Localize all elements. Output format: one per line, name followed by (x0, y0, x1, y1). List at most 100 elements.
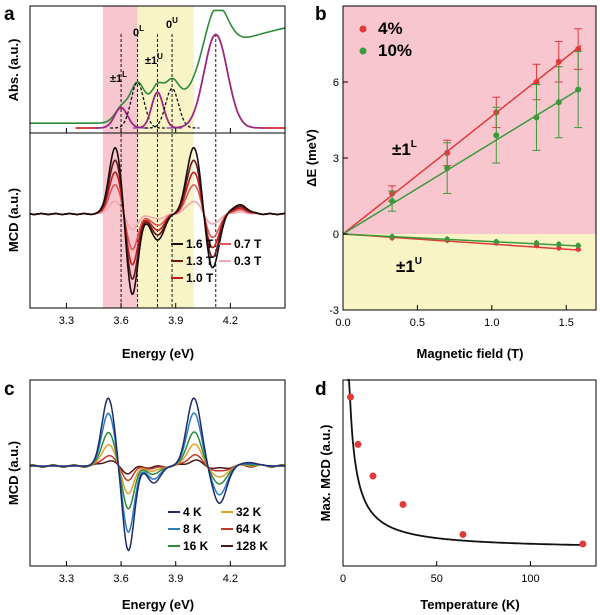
fit-upper-0 (342, 44, 582, 235)
lower-point-1-5 (575, 242, 581, 248)
c-legend-label-1: 32 K (236, 505, 262, 519)
b-ytick-label-3: 6 (333, 77, 339, 89)
panel-label-c: c (4, 379, 15, 400)
c-ticks: 3.3 3.6 3.9 4.2 (59, 561, 238, 585)
c-xtick-label-2: 3.9 (168, 573, 183, 585)
mcd-curves (29, 146, 285, 295)
lower-point-1-3 (533, 240, 540, 246)
c-legend-label-5: 128 K (236, 539, 268, 553)
lower-point-1-4 (556, 241, 562, 247)
lower-point-0-4 (556, 245, 562, 251)
x-ticks: 3.3 3.6 3.9 4.2 (59, 128, 238, 327)
ann-pm1U-sup: U (157, 52, 163, 61)
ann-pm1L: ±1 (110, 73, 122, 85)
label-pm1L-sup: L (411, 139, 417, 150)
point-1-0 (389, 198, 396, 205)
c-curves (29, 397, 286, 552)
mcd-ylabel: MCD (a.u.) (6, 188, 21, 252)
point-1-4 (555, 99, 562, 106)
peak-annotations: ±1L 0L ±1U 0U (110, 16, 178, 85)
c-xtick-label-3: 4.2 (223, 573, 238, 585)
point-1-3 (533, 114, 540, 121)
d-point-4 (459, 530, 467, 538)
label-pm1U-sup: U (415, 256, 422, 267)
lower-point-1-0 (389, 233, 395, 240)
abs-ylabel: Abs. (a.u.) (6, 39, 21, 102)
d-point-0 (346, 393, 354, 401)
c-legend-label-3: 64 K (236, 522, 262, 536)
panel-a: a 3.3 3.6 3.9 4.2 Abs. (a.u.) MCD (a.u.) En… (4, 4, 286, 361)
x-tick-label-2: 3.9 (168, 315, 183, 327)
svg-text:±1U: ±1U (145, 52, 163, 67)
b-ytick-label-1: 0 (333, 229, 339, 241)
point-0-4 (555, 58, 562, 65)
panel-label-b: b (315, 4, 327, 25)
legend-label-0: 1.6 T (186, 237, 214, 251)
svg-text:±1L: ±1L (110, 70, 127, 85)
c-legend: 4 K 32 K 8 K 64 K 16 K 128 K (168, 505, 268, 553)
d-xtick-label-1: 50 (431, 573, 443, 585)
c-xlabel: Energy (eV) (122, 597, 194, 612)
fit-lines (342, 44, 582, 251)
b-legend-marker-1 (359, 47, 367, 55)
abs-gaussian-4 (166, 33, 265, 129)
b-xtick-label-2: 1.0 (484, 317, 499, 329)
c-legend-label-4: 16 K (183, 539, 209, 553)
d-xtick-label-2: 100 (521, 573, 539, 585)
fit-lower-1 (342, 233, 582, 247)
pink-band (102, 6, 138, 308)
panel-label-d: d (315, 379, 327, 400)
b-xtick-label-0: 0.0 (335, 317, 350, 329)
x-tick-label-1: 3.6 (113, 315, 128, 327)
d-ticks: 0 50 100 (340, 561, 540, 585)
d-point-5 (579, 540, 587, 548)
lower-point-1-1 (444, 236, 450, 242)
ann-0U-sup: U (172, 16, 178, 25)
svg-text:±1L: ±1L (392, 139, 417, 159)
ann-pm1U: ±1 (145, 55, 157, 67)
mcd-legend: 1.6 T 0.7 T 1.3 T 0.3 T 1.0 T (171, 237, 262, 285)
fit-upper-1 (342, 87, 582, 235)
b-ticks: 0.0 0.5 1.0 1.5 -3 0 3 6 (329, 77, 574, 329)
svg-text:0U: 0U (166, 16, 178, 31)
legend-label-1: 0.7 T (234, 237, 262, 251)
d-xlabel: Temperature (K) (420, 597, 519, 612)
d-point-1 (354, 440, 362, 448)
b-ytick-label-2: 3 (333, 153, 339, 165)
d-ylabel: Max. MCD (a.u.) (318, 425, 333, 522)
b-xlabel: Magnetic field (T) (417, 346, 524, 361)
x-tick-label-0: 3.3 (59, 315, 74, 327)
abs-total-curve (30, 9, 286, 124)
c-curve-32K (29, 443, 286, 495)
b-legend-label-0: 4% (378, 19, 403, 38)
b-xtick-label-3: 1.5 (559, 317, 574, 329)
b-ylabel: ΔE (meV) (304, 129, 319, 187)
point-0-5 (575, 46, 582, 53)
ann-0L-sup: L (139, 24, 144, 33)
pink-region (343, 6, 596, 234)
b-legend-label-1: 10% (378, 41, 412, 60)
c-xtick-label-0: 3.3 (59, 573, 74, 585)
b-xtick-label-1: 0.5 (410, 317, 425, 329)
point-0-3 (533, 79, 540, 85)
mcd-curve-1.6T (29, 146, 285, 295)
c-curve-4K (30, 397, 285, 552)
ann-0L: 0 (133, 27, 139, 39)
b-legend-marker-0 (359, 25, 367, 33)
dashed-guides (120, 34, 217, 308)
svg-text:±1U: ±1U (396, 256, 422, 276)
panel-label-a: a (4, 4, 15, 25)
legend-label-4: 1.0 T (186, 271, 214, 285)
d-point-3 (399, 500, 407, 508)
yellow-band (137, 6, 194, 308)
point-1-5 (575, 86, 582, 93)
b-legend: 4%10% (359, 19, 412, 60)
data-points (388, 28, 583, 253)
d-points (346, 393, 587, 548)
mcd-frame (29, 132, 286, 309)
c-xtick-label-1: 3.6 (113, 573, 128, 585)
c-frame (29, 379, 286, 567)
d-point-2 (369, 472, 377, 480)
abs-gaussian-3 (144, 87, 200, 129)
label-pm1U: ±1 (396, 257, 415, 276)
